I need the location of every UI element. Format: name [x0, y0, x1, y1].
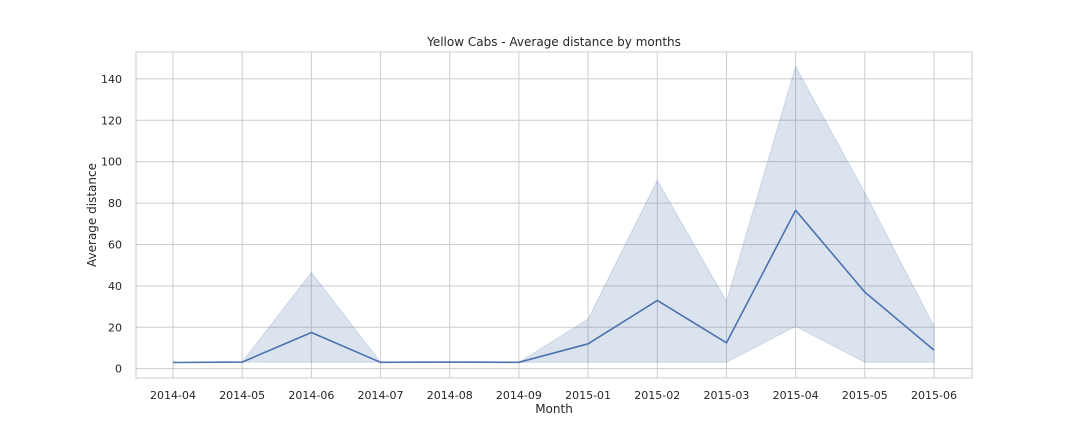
x-tick-label: 2015-04: [773, 389, 819, 402]
y-tick-label: 80: [108, 197, 122, 210]
y-axis-ticks: 0 20 40 60 80 100 120 140: [101, 73, 122, 376]
x-tick-label: 2015-05: [842, 389, 888, 402]
y-tick-label: 140: [101, 73, 122, 86]
confidence-band-layer: [172, 65, 935, 363]
y-axis-label: Average distance: [85, 163, 99, 267]
y-tick-label: 0: [115, 363, 122, 376]
grid: [136, 52, 972, 378]
x-tick-label: 2014-04: [150, 389, 196, 402]
series-line: [172, 209, 935, 364]
x-tick-label: 2014-09: [496, 389, 542, 402]
x-tick-label: 2015-01: [565, 389, 611, 402]
y-tick-label: 100: [101, 156, 122, 169]
y-tick-label: 120: [101, 114, 122, 127]
x-axis-label: Month: [535, 402, 573, 416]
x-tick-label: 2015-02: [634, 389, 680, 402]
x-tick-label: 2014-06: [288, 389, 334, 402]
y-tick-label: 60: [108, 238, 122, 251]
plot-frame: [135, 51, 973, 379]
y-tick-label: 20: [108, 321, 122, 334]
x-tick-label: 2015-06: [911, 389, 957, 402]
line-layer: [172, 209, 935, 364]
chart-title: Yellow Cabs - Average distance by months: [426, 35, 681, 49]
x-axis-ticks: 2014-04 2014-05 2014-06 2014-07 2014-08 2014-…: [150, 389, 957, 402]
confidence-band: [172, 65, 935, 363]
x-tick-label: 2015-03: [703, 389, 749, 402]
x-tick-label: 2014-05: [219, 389, 265, 402]
x-tick-label: 2014-08: [427, 389, 473, 402]
x-tick-label: 2014-07: [358, 389, 404, 402]
y-tick-label: 40: [108, 280, 122, 293]
